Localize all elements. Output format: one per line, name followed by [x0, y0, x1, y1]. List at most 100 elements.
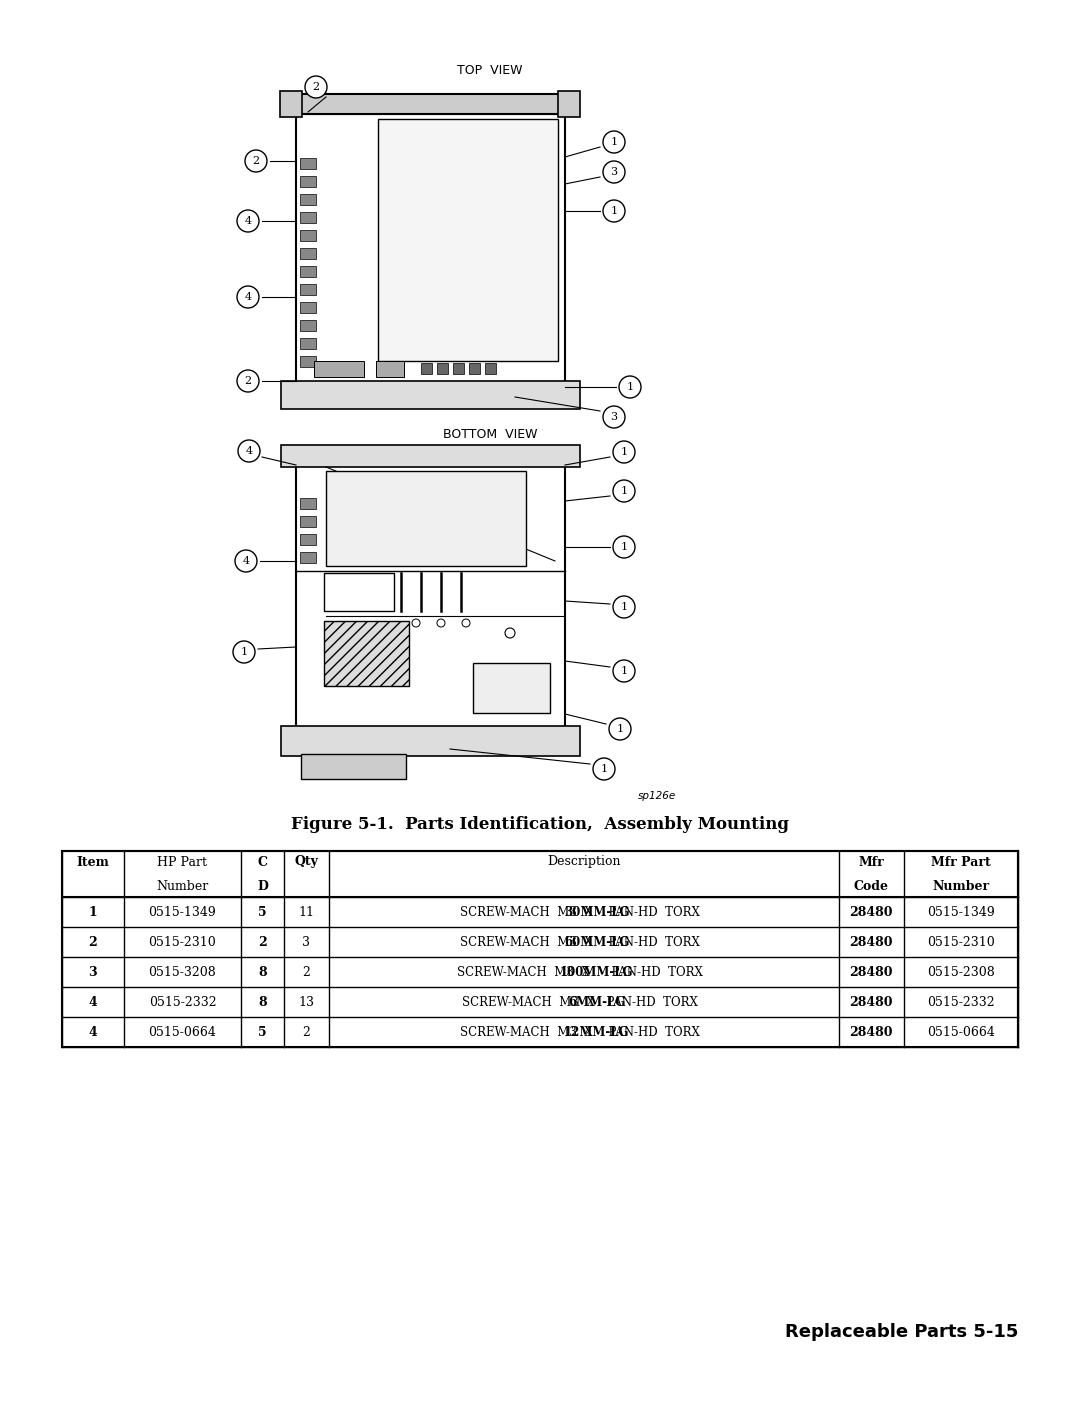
Bar [300, 211, 316, 223]
Text: 1: 1 [620, 666, 627, 676]
Bar [300, 320, 316, 331]
Text: C: C [258, 855, 268, 868]
Bar [300, 266, 316, 278]
Bar [300, 552, 316, 564]
Bar [281, 445, 580, 466]
Bar [300, 194, 316, 204]
Text: 28480: 28480 [850, 906, 893, 919]
Text: 0515-2332: 0515-2332 [149, 996, 216, 1009]
Text: PAN-HD  TORX: PAN-HD TORX [598, 996, 698, 1009]
Bar [300, 176, 316, 187]
Bar [62, 851, 1018, 1047]
Bar [300, 158, 316, 169]
Text: 2: 2 [89, 936, 97, 948]
Text: SCREW-MACH  M3  X: SCREW-MACH M3 X [459, 936, 599, 948]
Circle shape [237, 210, 259, 232]
Text: Replaceable Parts 5-15: Replaceable Parts 5-15 [785, 1323, 1018, 1341]
Circle shape [411, 619, 420, 627]
Text: 2: 2 [253, 156, 259, 166]
Text: 0515-0664: 0515-0664 [149, 1026, 216, 1038]
Text: 0515-3208: 0515-3208 [149, 965, 216, 978]
Text: 3: 3 [302, 936, 310, 948]
Bar [376, 361, 404, 378]
Bar [421, 364, 432, 373]
Text: 1: 1 [610, 206, 618, 216]
Text: 4: 4 [242, 557, 249, 566]
Circle shape [235, 550, 257, 572]
Circle shape [505, 628, 515, 638]
Circle shape [238, 440, 260, 462]
Text: sp126e: sp126e [638, 790, 676, 800]
Text: SCREW-MACH  M3  X: SCREW-MACH M3 X [459, 906, 599, 919]
Bar [300, 302, 316, 313]
Text: 4: 4 [89, 996, 97, 1009]
Text: PAN-HD  TORX: PAN-HD TORX [602, 1026, 700, 1038]
Text: 100MM-LG: 100MM-LG [559, 965, 633, 978]
Circle shape [305, 76, 327, 99]
Bar [300, 534, 316, 545]
Bar [324, 573, 394, 612]
Bar [378, 118, 558, 361]
Text: Mfr Part: Mfr Part [931, 855, 990, 868]
Text: 5: 5 [258, 906, 267, 919]
Bar [437, 364, 448, 373]
Text: 8: 8 [258, 996, 267, 1009]
Circle shape [603, 161, 625, 183]
Text: 1: 1 [89, 906, 97, 919]
Text: 6MM-LG: 6MM-LG [568, 996, 625, 1009]
Bar [300, 338, 316, 349]
Circle shape [609, 719, 631, 740]
Bar [296, 459, 565, 741]
Text: 0515-2332: 0515-2332 [927, 996, 995, 1009]
Bar [453, 364, 464, 373]
Bar [300, 230, 316, 241]
Text: 5: 5 [258, 1026, 267, 1038]
Bar [281, 380, 580, 409]
Bar [300, 516, 316, 527]
Text: SCREW-MACH  M3  X: SCREW-MACH M3 X [462, 996, 603, 1009]
Text: 0515-2310: 0515-2310 [927, 936, 995, 948]
Text: 1: 1 [241, 647, 247, 657]
Text: 1: 1 [620, 447, 627, 457]
Bar [281, 726, 580, 757]
Circle shape [593, 758, 615, 781]
Bar [324, 621, 409, 686]
Text: 28480: 28480 [850, 936, 893, 948]
Text: Mfr: Mfr [859, 855, 885, 868]
Text: Description: Description [546, 855, 620, 868]
Bar [300, 356, 316, 366]
Text: 28480: 28480 [850, 965, 893, 978]
Text: 4: 4 [244, 292, 252, 302]
Bar [301, 754, 406, 779]
Text: 1: 1 [617, 724, 623, 734]
Text: 1: 1 [626, 382, 634, 392]
Text: 0515-2308: 0515-2308 [927, 965, 995, 978]
Circle shape [237, 371, 259, 392]
Circle shape [437, 619, 445, 627]
Circle shape [613, 596, 635, 619]
Circle shape [462, 619, 470, 627]
Text: 1: 1 [610, 137, 618, 147]
Circle shape [619, 376, 642, 397]
Text: 0515-2310: 0515-2310 [149, 936, 216, 948]
Text: PAN-HD  TORX: PAN-HD TORX [602, 906, 700, 919]
Text: Item: Item [77, 855, 109, 868]
Text: 4: 4 [245, 447, 253, 457]
Text: Number: Number [157, 879, 208, 892]
Bar [300, 285, 316, 294]
Bar [291, 94, 570, 114]
Text: 4: 4 [89, 1026, 97, 1038]
Text: 0515-0664: 0515-0664 [927, 1026, 995, 1038]
Circle shape [613, 480, 635, 502]
Text: Code: Code [853, 879, 889, 892]
Text: Qty: Qty [295, 855, 319, 868]
Circle shape [613, 535, 635, 558]
Text: 13: 13 [298, 996, 314, 1009]
Text: 2: 2 [302, 965, 310, 978]
Bar [485, 364, 496, 373]
Text: 1: 1 [620, 602, 627, 612]
Text: 8: 8 [258, 965, 267, 978]
Bar [300, 248, 316, 259]
Text: D: D [257, 879, 268, 892]
Text: 1: 1 [620, 542, 627, 552]
